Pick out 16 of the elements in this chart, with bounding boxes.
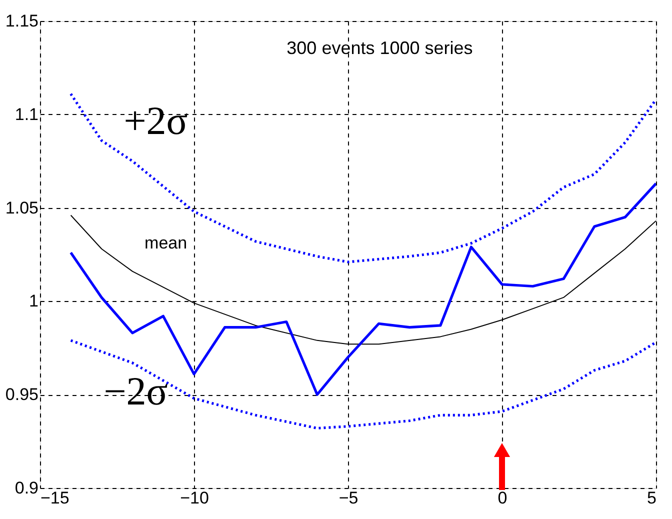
series-label: +2σ xyxy=(124,98,188,143)
y-tick-label: 1.15 xyxy=(5,12,38,30)
y-tick-label: 0.95 xyxy=(5,385,38,404)
y-tick-label: 0.9 xyxy=(14,478,38,498)
line-series xyxy=(70,339,656,430)
x-tick-label: −10 xyxy=(180,488,209,508)
x-tick-label: −15 xyxy=(40,488,70,508)
series-label: mean xyxy=(144,233,188,252)
x-tick-label: −5 xyxy=(338,488,358,508)
x-tick-label: 5 xyxy=(647,488,656,508)
y-tick-label: 1.05 xyxy=(5,198,38,218)
y-tick-label: 1 xyxy=(29,292,38,311)
annotation: 300 events 1000 series xyxy=(286,38,473,58)
y-tick-label: 1.1 xyxy=(14,104,38,124)
series-label: −2σ xyxy=(104,368,168,414)
x-tick-label: 0 xyxy=(498,488,508,508)
